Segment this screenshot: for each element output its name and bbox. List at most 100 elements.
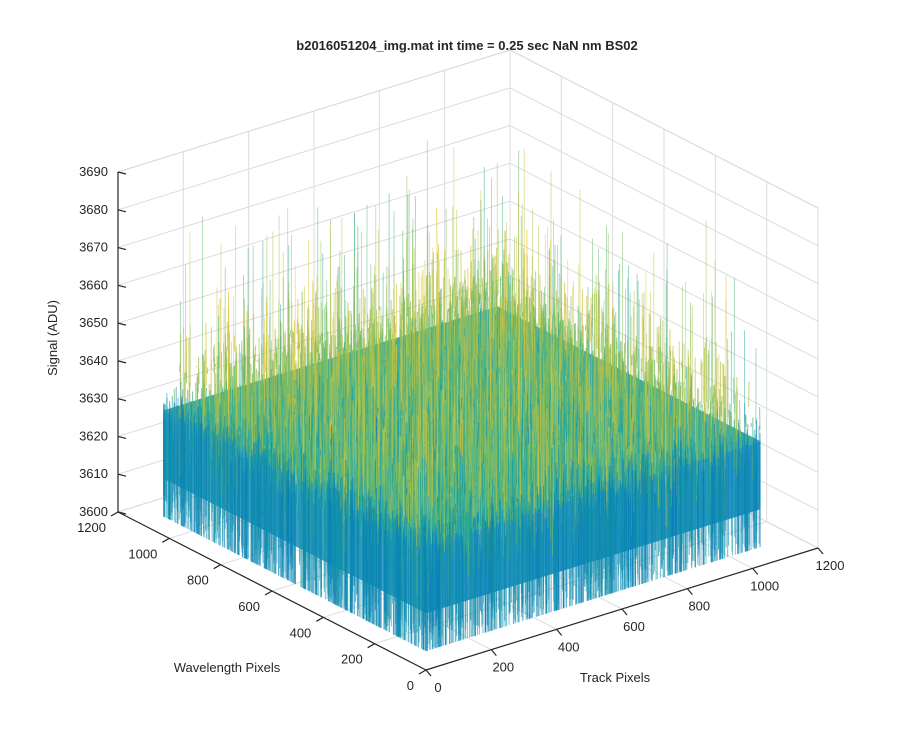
surface-spike <box>435 339 437 410</box>
surface-spike <box>618 432 620 459</box>
surface-spike <box>517 449 520 455</box>
surface-spike <box>384 360 387 375</box>
surface-spike <box>561 460 563 496</box>
surface-spike <box>585 347 587 365</box>
surface-spike <box>656 398 659 444</box>
surface-spike <box>396 412 399 436</box>
surface-spike <box>393 391 395 411</box>
surface-spike <box>620 349 622 398</box>
surface-spike <box>205 322 207 387</box>
surface-spike <box>519 532 521 546</box>
surface-spike <box>341 355 343 394</box>
grid-back-z2 <box>509 125 819 285</box>
surface-spike <box>529 453 532 491</box>
surface-spike <box>258 358 260 388</box>
surface-spike <box>454 445 456 454</box>
surface-spike <box>214 363 216 367</box>
grid-back-z2 <box>509 49 819 209</box>
surface-spike <box>376 414 379 471</box>
surface-spike <box>488 331 491 384</box>
surface-spike <box>654 432 657 452</box>
surface-spike <box>409 435 411 469</box>
surface-spike <box>481 476 484 486</box>
surface-spike <box>342 425 345 450</box>
grid-back-z1 <box>117 162 511 286</box>
surface-spike <box>609 386 612 406</box>
surface-spike <box>494 348 496 377</box>
surface-data <box>163 140 761 651</box>
surface-spike <box>268 430 270 456</box>
surface-spike <box>616 341 618 350</box>
surface-spike <box>493 314 495 330</box>
surface-spike <box>229 387 231 438</box>
grid-back-z2 <box>509 200 819 360</box>
surface-spike <box>674 372 676 391</box>
surface-spike <box>432 405 434 447</box>
surface-spike <box>414 479 417 530</box>
surface-spike <box>558 436 560 441</box>
surface-spike <box>628 416 630 446</box>
grid-back-z1 <box>117 125 511 249</box>
grid-back-z1 <box>117 49 511 173</box>
surface-spike <box>739 400 741 438</box>
surface-spike <box>688 364 691 414</box>
surface-spike <box>277 338 279 366</box>
surface-spike <box>493 479 495 499</box>
surface-spike <box>552 438 554 556</box>
surface-spike <box>496 367 498 382</box>
surface-spike <box>748 381 750 407</box>
chart-title: b2016051204_img.mat int time = 0.25 sec … <box>296 38 637 53</box>
surface-spike <box>476 428 479 448</box>
surface-spike <box>494 264 496 331</box>
surface-spike <box>565 380 567 443</box>
surface-spike <box>349 367 352 376</box>
surface-spike <box>436 207 438 259</box>
surface-spike <box>687 349 689 425</box>
surface-spike <box>238 426 240 432</box>
surface-spike <box>373 448 376 501</box>
surface-spike <box>587 410 589 467</box>
surface-spike <box>546 385 549 396</box>
surface-spike <box>561 405 564 475</box>
surface-spike <box>335 347 338 350</box>
surface-spike <box>559 430 561 499</box>
surface-spike <box>344 472 346 476</box>
surface-spike <box>288 408 290 432</box>
surface-spike <box>294 440 296 455</box>
surface-spike <box>694 357 697 459</box>
surface-spike <box>467 433 469 510</box>
surface-spike <box>632 306 634 434</box>
surface-spike <box>306 406 308 438</box>
grid-back-z2 <box>509 87 819 247</box>
surface-spike <box>616 442 619 455</box>
grid-back-z1 <box>117 87 511 211</box>
surface-spike <box>456 371 459 445</box>
surface-spike <box>428 459 430 488</box>
surface-spike <box>552 450 555 516</box>
surface-spike <box>567 318 570 392</box>
surface-spike <box>377 466 379 506</box>
surface-spike <box>517 442 520 483</box>
surface-spike <box>728 409 730 427</box>
surface-spike <box>521 468 523 476</box>
surface-spike <box>515 457 518 484</box>
surface-spike <box>575 348 577 414</box>
grid-back-z1 <box>117 200 511 324</box>
surface-spike <box>198 401 200 407</box>
grid-back-z2 <box>509 162 819 322</box>
surface-spike <box>409 421 411 424</box>
surface-spike <box>348 410 351 491</box>
surface-spike <box>446 491 448 499</box>
surface-spike <box>525 440 527 449</box>
surface-spike <box>649 412 651 425</box>
surface-spike <box>319 335 321 345</box>
surface-spike <box>354 487 356 495</box>
surface-spike <box>205 397 208 414</box>
surface-spike <box>410 420 413 435</box>
surface-spike <box>233 335 236 352</box>
surface-spike <box>320 419 323 496</box>
surface-spike <box>695 405 698 409</box>
grid-back-z2 <box>509 238 819 398</box>
surface-spike <box>628 416 631 459</box>
